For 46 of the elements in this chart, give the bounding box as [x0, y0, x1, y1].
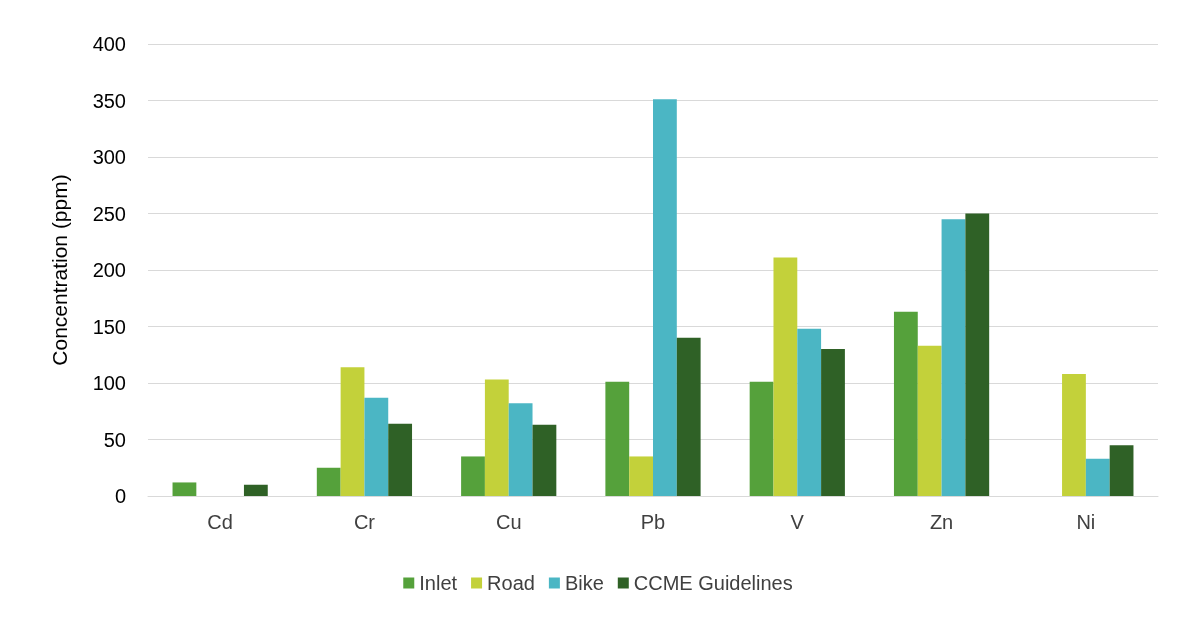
bar [484, 379, 509, 496]
y-tick-label: 350 [92, 89, 126, 112]
legend-label: Bike [564, 572, 604, 594]
x-tick-label: Cu [495, 511, 522, 533]
bar [629, 456, 653, 496]
bar [461, 456, 485, 496]
bar [508, 403, 533, 496]
y-tick-label: 250 [92, 202, 126, 225]
bar [1109, 445, 1134, 496]
x-tick-label: Ni [1076, 511, 1096, 533]
bar [676, 337, 701, 496]
x-tick-label: Cr [353, 511, 376, 533]
bar [653, 99, 677, 496]
bar [941, 219, 966, 496]
x-tick-label: Cd [207, 511, 233, 533]
bar [605, 381, 630, 496]
bar [749, 381, 774, 496]
bar [797, 328, 822, 496]
bar [388, 423, 413, 496]
y-axis-title: Concentration (ppm) [48, 174, 71, 366]
x-tick-label: Pb [640, 511, 666, 533]
bar [893, 311, 918, 496]
y-tick-label: 150 [92, 315, 126, 338]
y-tick-label: 200 [92, 259, 126, 281]
y-tick-label: 0 [114, 485, 126, 507]
bar [965, 213, 990, 496]
y-tick-label: 400 [92, 33, 126, 55]
legend-label: Road [487, 572, 535, 594]
x-tick-label: Zn [929, 511, 954, 533]
legend-label: Inlet [419, 572, 458, 594]
bar [821, 349, 845, 496]
y-tick-label: 50 [103, 428, 126, 451]
bar [1085, 458, 1110, 496]
y-tick-label: 100 [92, 372, 126, 394]
bar [1062, 373, 1086, 496]
bar [532, 424, 557, 496]
bar [243, 484, 268, 496]
legend-label: CCME Guidelines [633, 572, 793, 594]
bar [172, 482, 197, 496]
bar [316, 467, 341, 496]
bar [917, 345, 942, 496]
x-tick-label: V [790, 511, 805, 533]
bar [340, 367, 365, 496]
bar [364, 397, 389, 496]
bar [773, 257, 798, 496]
y-tick-label: 300 [92, 146, 126, 168]
